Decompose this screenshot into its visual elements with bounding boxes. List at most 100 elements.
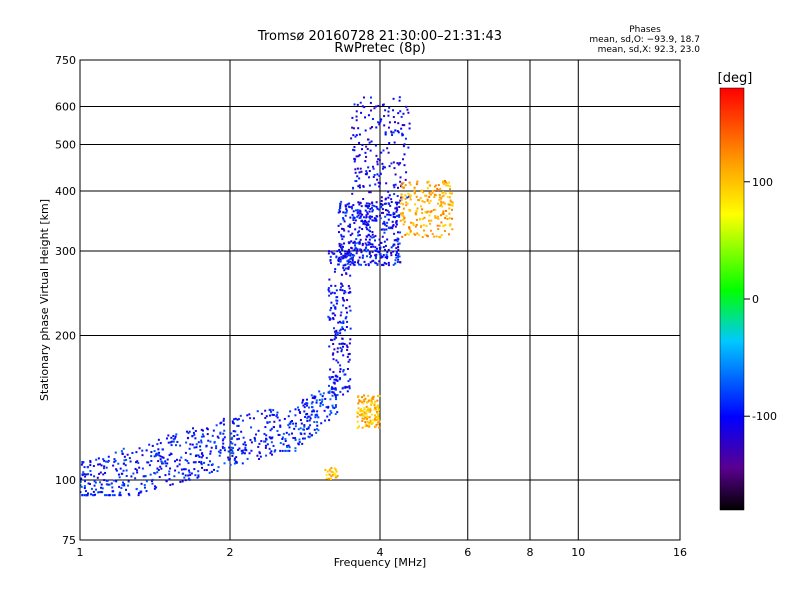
data-point (282, 432, 285, 435)
data-point (378, 243, 381, 246)
data-point (422, 217, 425, 220)
data-point (205, 445, 208, 448)
data-point (321, 400, 324, 403)
data-point (372, 236, 375, 239)
data-point (360, 413, 363, 416)
data-point (117, 473, 120, 476)
chart-title: Tromsø 20160728 21:30:00–21:31:43 (257, 29, 502, 44)
data-point (415, 195, 418, 198)
data-point (422, 224, 425, 227)
data-point (155, 454, 158, 457)
data-point (366, 420, 369, 423)
y-tick-label: 200 (55, 330, 76, 343)
data-point (289, 410, 292, 413)
data-point (375, 154, 378, 157)
data-point (312, 396, 315, 399)
data-point (339, 377, 342, 380)
data-point (281, 438, 284, 441)
data-point (357, 259, 360, 262)
data-point (400, 183, 403, 186)
data-point (228, 446, 231, 449)
data-point (374, 418, 377, 421)
data-point (294, 437, 297, 440)
data-point (330, 376, 333, 379)
data-point (257, 445, 260, 448)
data-point (339, 332, 342, 335)
data-point (353, 149, 356, 152)
data-point (388, 202, 391, 205)
data-point (237, 418, 240, 421)
data-point (368, 410, 371, 413)
data-point (393, 216, 396, 219)
data-point (118, 492, 121, 495)
data-point (336, 296, 339, 299)
data-point (200, 439, 203, 442)
data-point (330, 338, 333, 341)
data-point (385, 253, 388, 256)
data-point (193, 433, 196, 436)
data-point (403, 143, 406, 146)
data-point (101, 487, 104, 490)
data-point (229, 441, 232, 444)
data-point (292, 436, 295, 439)
data-point (301, 401, 304, 404)
data-point (445, 214, 448, 217)
data-point (382, 149, 385, 152)
data-point (236, 424, 239, 427)
data-point (416, 181, 419, 184)
data-point (376, 207, 379, 210)
data-point (376, 215, 379, 218)
data-point (378, 185, 381, 188)
data-point (349, 260, 352, 263)
data-point (160, 467, 163, 470)
y-tick-label: 500 (55, 139, 76, 152)
data-point (396, 208, 399, 211)
data-point (363, 400, 366, 403)
data-point (147, 461, 150, 464)
data-point (201, 433, 204, 436)
data-point (364, 421, 367, 424)
data-point (341, 328, 344, 331)
data-point (366, 211, 369, 214)
data-point (193, 468, 196, 471)
data-point (97, 491, 100, 494)
data-point (442, 225, 445, 228)
data-point (184, 479, 187, 482)
data-point (324, 419, 327, 422)
data-point (368, 252, 371, 255)
data-point (379, 255, 382, 258)
data-point (356, 249, 359, 252)
data-point (426, 199, 429, 202)
data-point (306, 402, 309, 405)
data-point (335, 302, 338, 305)
data-point (355, 115, 358, 118)
data-point (223, 436, 226, 439)
data-point (141, 449, 144, 452)
data-point (330, 292, 333, 295)
data-point (382, 103, 385, 106)
data-point (194, 429, 197, 432)
data-point (259, 455, 262, 458)
data-point (451, 217, 454, 220)
data-point (409, 183, 412, 186)
data-point (437, 215, 440, 218)
data-point (348, 260, 351, 263)
data-point (372, 245, 375, 248)
x-tick-label: 10 (571, 546, 585, 559)
data-point (192, 461, 195, 464)
data-point (113, 460, 116, 463)
data-point (265, 415, 268, 418)
data-point (181, 480, 184, 483)
data-point (430, 210, 433, 213)
data-point (428, 219, 431, 222)
data-point (243, 452, 246, 455)
data-point (297, 406, 300, 409)
data-point (254, 433, 257, 436)
data-point (428, 202, 431, 205)
data-point (158, 475, 161, 478)
data-point (290, 420, 293, 423)
data-point (118, 485, 121, 488)
data-point (333, 381, 336, 384)
data-point (265, 434, 268, 437)
data-point (315, 431, 318, 434)
